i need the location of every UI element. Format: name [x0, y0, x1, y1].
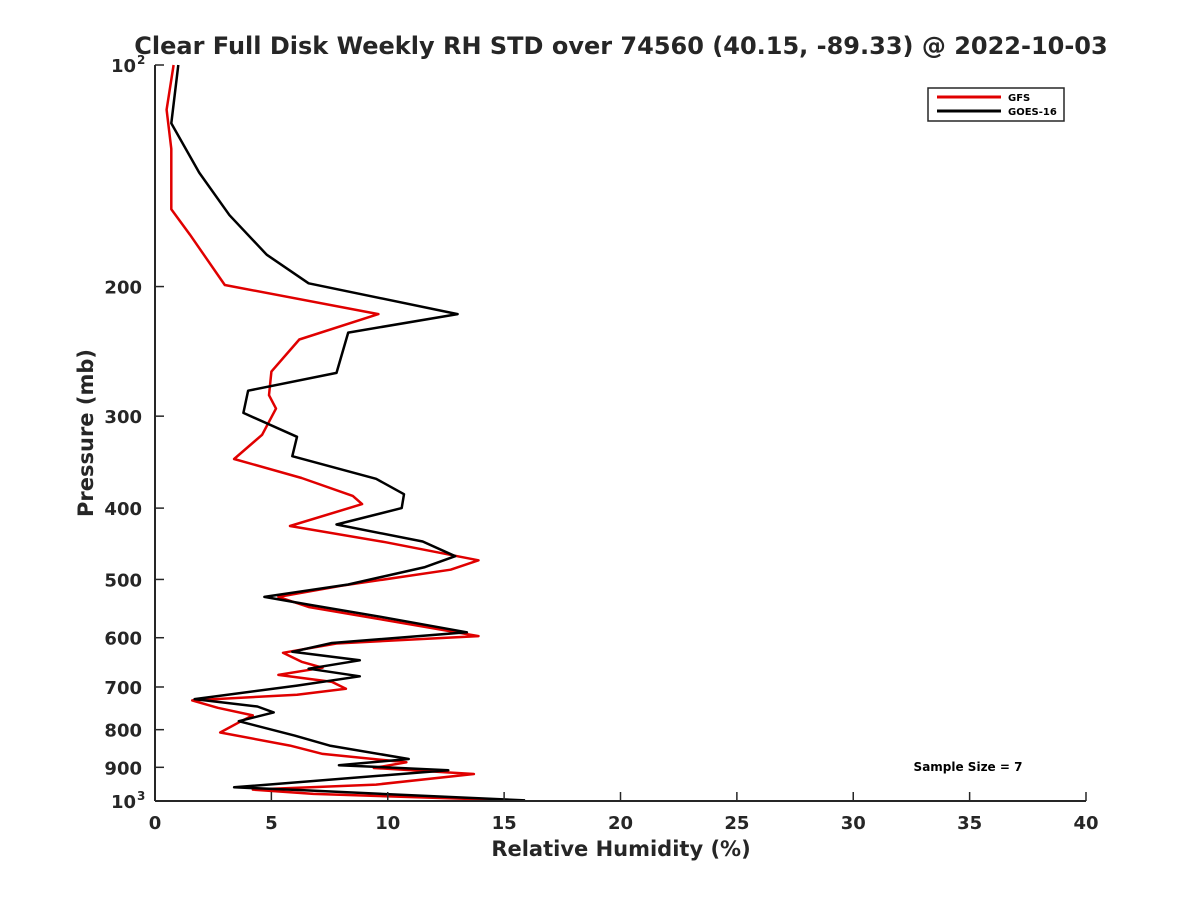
series-layer — [165, 64, 526, 802]
x-tick-label: 15 — [492, 813, 517, 834]
y-tick-label: 10 — [111, 792, 136, 813]
y-tick-exponent: 3 — [137, 789, 145, 803]
series-line-goes16 — [170, 64, 526, 802]
y-tick-label: 900 — [104, 758, 142, 779]
series-line-gfs — [165, 64, 505, 802]
y-tick-exponent: 2 — [137, 53, 145, 67]
x-tick-label: 40 — [1073, 813, 1098, 834]
sample-size-annotation: Sample Size = 7 — [914, 760, 1023, 774]
legend-label-gfs: GFS — [1008, 93, 1030, 104]
legend-label-goes16: GOES-16 — [1008, 107, 1057, 118]
x-tick-label: 35 — [957, 813, 982, 834]
chart-title: Clear Full Disk Weekly RH STD over 74560… — [134, 32, 1107, 60]
y-tick-label: 400 — [104, 499, 142, 520]
y-axis-label: Pressure (mb) — [74, 349, 98, 517]
y-tick-label: 500 — [104, 570, 142, 591]
y-tick-label: 300 — [104, 407, 142, 428]
y-tick-label: 10 — [111, 56, 136, 77]
x-tick-label: 0 — [149, 813, 162, 834]
y-tick-label: 800 — [104, 721, 142, 742]
legend: GFS GOES-16 — [927, 87, 1065, 122]
x-tick-label: 20 — [608, 813, 633, 834]
y-tick-label: 700 — [104, 678, 142, 699]
y-tick-label: 600 — [104, 629, 142, 650]
x-axis-label: Relative Humidity (%) — [491, 837, 750, 861]
legend-box — [927, 87, 1065, 122]
y-tick-label: 200 — [104, 278, 142, 299]
x-tick-label: 25 — [724, 813, 749, 834]
x-tick-label: 5 — [265, 813, 278, 834]
x-tick-label: 30 — [841, 813, 866, 834]
x-tick-label: 10 — [375, 813, 400, 834]
plot-area — [155, 65, 1086, 801]
